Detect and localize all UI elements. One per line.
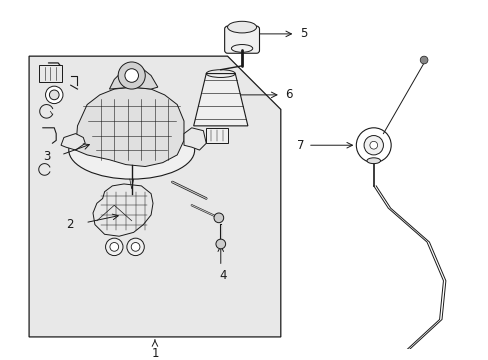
Polygon shape: [193, 73, 247, 126]
Circle shape: [110, 243, 119, 251]
Polygon shape: [61, 134, 85, 150]
FancyBboxPatch shape: [39, 65, 62, 82]
Polygon shape: [93, 184, 153, 236]
Circle shape: [369, 141, 377, 149]
Circle shape: [126, 238, 144, 256]
Text: 1: 1: [151, 347, 159, 360]
Circle shape: [364, 136, 383, 155]
Circle shape: [124, 69, 138, 82]
Polygon shape: [29, 56, 280, 337]
Text: 3: 3: [43, 150, 50, 163]
Ellipse shape: [227, 21, 256, 33]
Circle shape: [419, 56, 427, 64]
Text: 7: 7: [296, 139, 304, 152]
Ellipse shape: [366, 158, 380, 164]
FancyBboxPatch shape: [206, 108, 227, 124]
FancyBboxPatch shape: [206, 128, 227, 143]
Circle shape: [216, 239, 225, 249]
FancyBboxPatch shape: [224, 26, 259, 53]
Polygon shape: [183, 128, 206, 150]
Circle shape: [105, 238, 123, 256]
Text: 6: 6: [284, 89, 292, 102]
Text: 5: 5: [300, 27, 307, 40]
Polygon shape: [109, 66, 158, 89]
Polygon shape: [76, 87, 183, 167]
Circle shape: [45, 86, 63, 104]
Ellipse shape: [69, 121, 194, 179]
Circle shape: [131, 243, 140, 251]
Circle shape: [118, 62, 145, 89]
Circle shape: [49, 90, 59, 100]
Circle shape: [214, 213, 223, 223]
Text: 4: 4: [219, 269, 226, 282]
Text: 2: 2: [66, 218, 74, 231]
